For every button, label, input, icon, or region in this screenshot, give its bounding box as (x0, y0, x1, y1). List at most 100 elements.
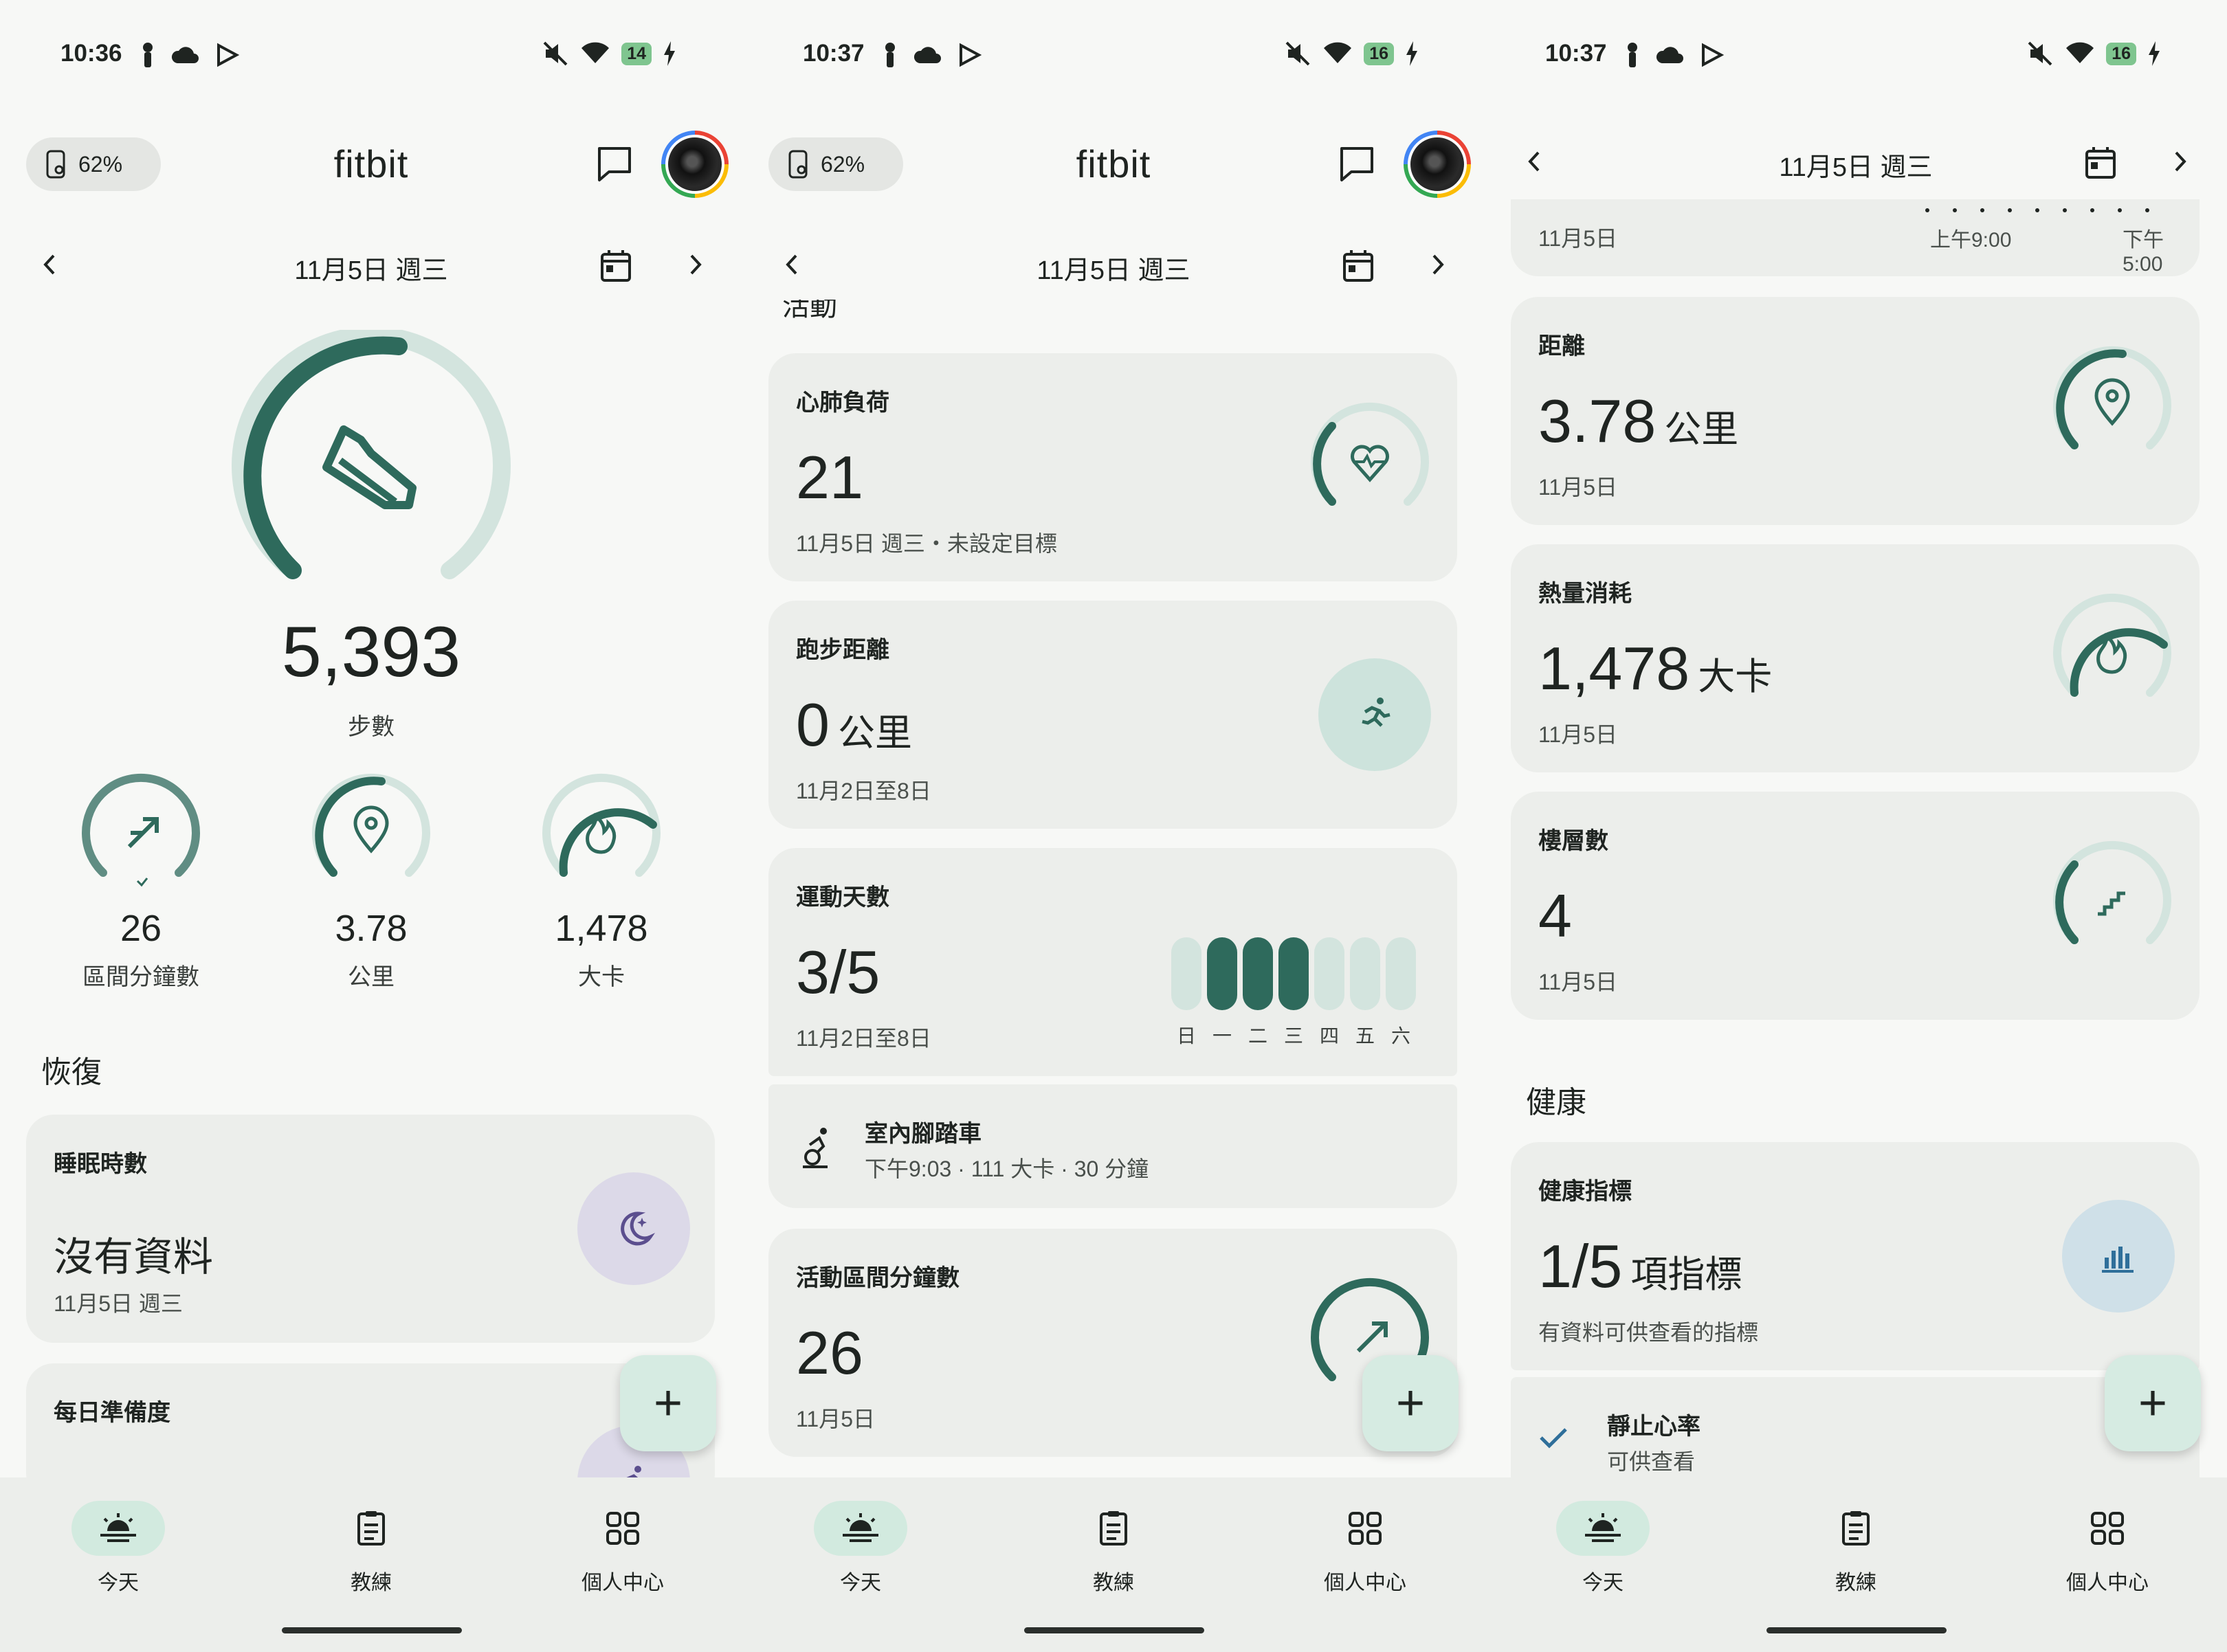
person-icon (1628, 43, 1637, 67)
charging-icon (1406, 41, 1417, 66)
metrics-badge (2062, 1200, 2175, 1313)
steps-ring[interactable] (227, 330, 516, 618)
cardio-ring (1311, 402, 1429, 506)
wifi-icon (581, 42, 610, 63)
date-label[interactable]: 11月5日 週三 (1779, 153, 1933, 182)
add-fab-button[interactable]: + (620, 1355, 716, 1451)
nav-today[interactable]: 今天 (36, 1501, 201, 1596)
sleep-card-sub: 11月5日 週三 (54, 1291, 183, 1316)
zone-minutes-card[interactable]: 活動區間分鐘數 26 11月5日 (768, 1229, 1457, 1457)
nav-profile-label: 個人中心 (2066, 1572, 2149, 1594)
sunrise-icon (843, 1513, 878, 1542)
exercise-day-label: 五 (1355, 1025, 1375, 1047)
chevron-left-icon[interactable] (778, 247, 806, 282)
date-navigator: 11月5日 週三 (0, 234, 742, 295)
cardio-load-card[interactable]: 心肺負荷 21 11月5日 週三・未設定目標 (768, 353, 1457, 581)
mini-stat-zone-minutes[interactable]: 26 區間分鐘數 (58, 770, 223, 992)
distance-title: 距離 (1538, 333, 1585, 359)
sleep-card[interactable]: 睡眠時數 沒有資料 11月5日 週三 (26, 1115, 715, 1343)
rhr-name: 靜止心率 (1607, 1414, 1700, 1440)
azm-ring (1311, 1277, 1429, 1381)
grid-icon (1349, 1512, 1382, 1545)
add-fab-button[interactable]: + (2105, 1355, 2201, 1451)
exercise-day-label: 六 (1391, 1025, 1410, 1047)
mini-stat-calories[interactable]: 1,478 大卡 (519, 770, 684, 992)
status-icons-right: 14 (542, 40, 676, 67)
nav-today[interactable]: 今天 (1520, 1501, 1685, 1596)
home-indicator[interactable] (1024, 1627, 1204, 1633)
battery-indicator: 16 (2106, 42, 2136, 65)
zone-minutes-label: 區間分鐘數 (82, 964, 199, 990)
mini-stat-distance[interactable]: 3.78 公里 (289, 770, 454, 992)
distance-label: 公里 (348, 964, 395, 990)
status-time: 10:37 (1545, 40, 1607, 67)
chevron-right-icon[interactable] (2167, 144, 2194, 179)
nav-coach[interactable]: 教練 (289, 1501, 454, 1596)
home-indicator[interactable] (1766, 1627, 1947, 1633)
nav-profile[interactable]: 個人中心 (1283, 1501, 1448, 1596)
device-battery-pill[interactable]: 62% (768, 137, 903, 191)
zone-minutes-value: 26 (120, 908, 162, 949)
status-bar: 10:37 16 (742, 0, 1485, 103)
distance-unit: 公里 (1664, 409, 1739, 450)
exercise-day-label: 二 (1248, 1025, 1267, 1047)
flame-icon (586, 812, 617, 854)
calendar-icon[interactable] (2081, 143, 2120, 181)
date-label[interactable]: 11月5日 週三 (1037, 256, 1190, 285)
exercise-days-card[interactable]: 運動天數 3/5 11月2日至8日 日一二三四五六 (768, 848, 1457, 1076)
azm-value: 26 (796, 1319, 863, 1387)
calories-unit: 大卡 (1698, 656, 1773, 697)
partial-card-time-start: 上午9:00 (1930, 229, 2012, 252)
chevron-right-icon[interactable] (1424, 247, 1452, 282)
device-battery-value: 62% (78, 151, 123, 177)
partial-card-time-end: 下午5:00 (2123, 229, 2164, 276)
zone-arrow-icon (127, 817, 159, 849)
watch-battery-icon (46, 150, 65, 179)
nav-profile[interactable]: 個人中心 (2025, 1501, 2190, 1596)
nav-coach[interactable]: 教練 (1773, 1501, 1938, 1596)
chevron-right-icon[interactable] (682, 247, 709, 282)
exercise-day-bar (1243, 937, 1273, 1010)
nav-profile-label: 個人中心 (581, 1572, 664, 1594)
distance-card[interactable]: 距離 3.78 公里 11月5日 (1511, 297, 2200, 525)
health-metrics-card[interactable]: 健康指標 1/5 項指標 有資料可供查看的指標 (1511, 1142, 2200, 1370)
chevron-left-icon[interactable] (1520, 144, 1548, 179)
cloud-icon (1656, 47, 1683, 63)
running-value-row: 0 公里 (796, 690, 912, 760)
exercise-day-bar (1207, 937, 1237, 1010)
floors-value: 4 (1538, 882, 1572, 950)
calendar-icon[interactable] (1339, 246, 1377, 284)
running-distance-card[interactable]: 跑步距離 0 公里 11月2日至8日 (768, 601, 1457, 829)
exercise-day-bar (1386, 937, 1416, 1010)
device-battery-pill[interactable]: 62% (26, 137, 161, 191)
avatar[interactable] (661, 131, 729, 198)
add-fab-button[interactable]: + (1362, 1355, 1459, 1451)
nav-coach[interactable]: 教練 (1031, 1501, 1196, 1596)
distance-ring (2053, 346, 2171, 449)
exercise-day-bar (1278, 937, 1309, 1010)
message-icon[interactable] (1338, 144, 1376, 183)
cloud-icon (171, 47, 199, 63)
nav-today-label: 今天 (98, 1572, 139, 1594)
calendar-icon[interactable] (597, 246, 635, 284)
running-title: 跑步距離 (796, 637, 889, 663)
resting-hr-item[interactable]: 靜止心率 可供查看 (1511, 1377, 2200, 1477)
cloud-icon (913, 47, 941, 63)
charging-icon (664, 41, 675, 66)
nav-today[interactable]: 今天 (778, 1501, 943, 1596)
calories-value-row: 1,478 大卡 (1538, 634, 1772, 704)
calories-card[interactable]: 熱量消耗 1,478 大卡 11月5日 (1511, 544, 2200, 772)
date-label[interactable]: 11月5日 週三 (294, 256, 448, 285)
zone-minutes-ring (82, 773, 200, 887)
nav-profile[interactable]: 個人中心 (540, 1501, 705, 1596)
partial-heading-text: 活動 (782, 300, 837, 320)
exercise-log-item[interactable]: 室內腳踏車 下午9:03 · 111 大卡 · 30 分鐘 (768, 1084, 1457, 1208)
message-icon[interactable] (595, 144, 634, 183)
sunrise-icon (100, 1513, 136, 1542)
chevron-left-icon[interactable] (36, 247, 63, 282)
avatar[interactable] (1404, 131, 1471, 198)
floors-card[interactable]: 樓層數 4 11月5日 (1511, 792, 2200, 1020)
home-indicator[interactable] (282, 1627, 462, 1633)
status-bar: 10:37 16 (1485, 0, 2227, 103)
wifi-icon (2066, 42, 2094, 63)
